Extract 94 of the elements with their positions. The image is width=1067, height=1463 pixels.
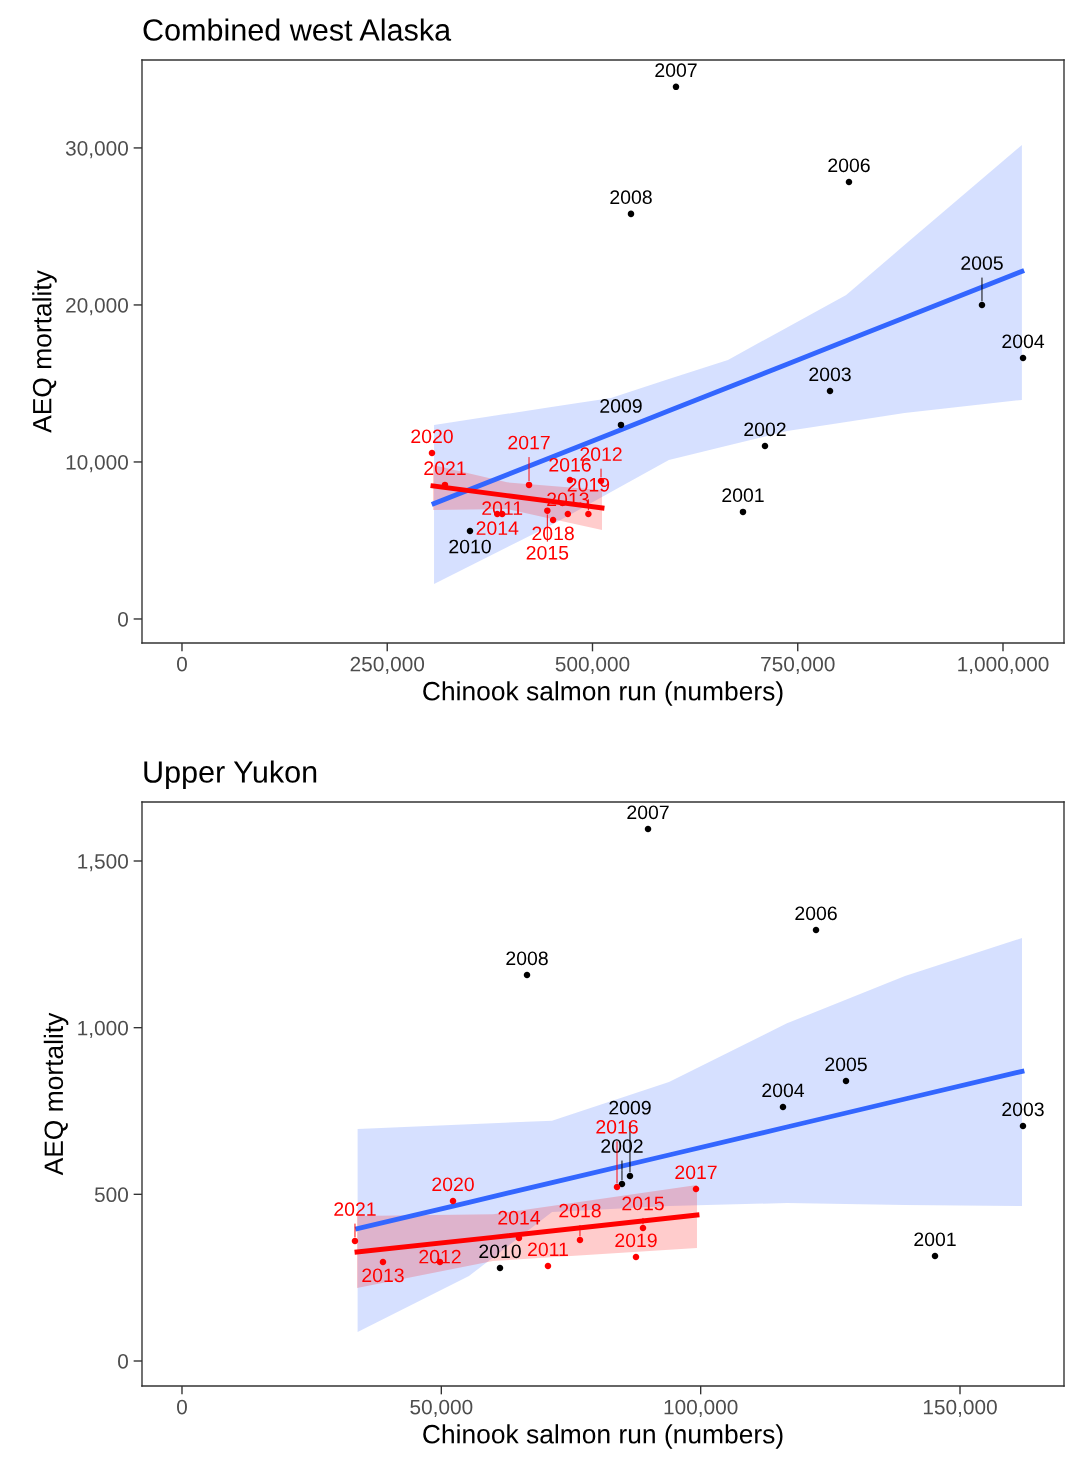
annotation: 2021 [424, 461, 466, 476]
point [525, 481, 533, 489]
point [585, 510, 592, 518]
annotation: 2001 [722, 488, 764, 503]
annotation: 2002 [601, 1139, 643, 1153]
annotation: 2012 [419, 1249, 461, 1264]
x-tick-label: 50,000 [410, 1399, 473, 1417]
annotation: 2007 [627, 805, 669, 820]
x-tick-label: 100,000 [664, 1399, 738, 1417]
annotation: 2008 [610, 190, 652, 205]
annotation: 2004 [1002, 334, 1045, 349]
y-axis-title: AEQ mortality [32, 270, 57, 433]
point [379, 1258, 387, 1266]
point [931, 1252, 939, 1260]
annotation: 2020 [432, 1177, 474, 1192]
chart-title: Upper Yukon [144, 760, 317, 789]
point [692, 1185, 700, 1193]
point [351, 1237, 359, 1245]
x-tick-label: 250,000 [350, 656, 425, 674]
annotation: 2004 [762, 1083, 805, 1098]
annotation: 2016 [596, 1119, 638, 1134]
annotation: 2006 [828, 158, 870, 173]
y-tick-label: 20,000 [66, 297, 128, 316]
annotation: 2020 [411, 429, 453, 444]
annotation: 2003 [809, 367, 851, 382]
y-tick-label: 0 [118, 611, 128, 627]
point [644, 825, 652, 833]
point [549, 516, 557, 524]
point [779, 1103, 787, 1111]
annotation: 2002 [744, 422, 786, 437]
y-tick-label: 30,000 [65, 140, 128, 159]
annotation: 2017 [675, 1165, 717, 1180]
point [842, 1077, 850, 1085]
point [564, 510, 572, 518]
point [639, 1224, 647, 1232]
point [449, 1197, 457, 1205]
point [739, 508, 747, 516]
x-axis-title: Chinook salmon run (numbers) [423, 1424, 783, 1449]
point [1019, 1122, 1027, 1130]
annotation: 2010 [449, 539, 491, 554]
point [632, 1253, 640, 1261]
annotation: 2009 [609, 1100, 651, 1115]
point [672, 83, 680, 91]
x-tick-label: 500,000 [555, 656, 630, 674]
point [617, 421, 625, 429]
point [627, 210, 635, 218]
y-tick-label: 500 [94, 1187, 128, 1203]
y-tick-label: 10,000 [66, 454, 128, 473]
point [618, 1180, 626, 1188]
point [576, 1236, 584, 1244]
annotation: 2015 [526, 545, 569, 560]
point [613, 1183, 621, 1191]
x-tick-label: 0 [177, 656, 187, 672]
point [826, 387, 834, 395]
x-tick-label: 0 [177, 1399, 187, 1415]
x-axis-title: Chinook salmon run (numbers) [423, 681, 783, 706]
x-tick-label: 150,000 [923, 1399, 997, 1417]
annotation: 2009 [600, 399, 642, 413]
point [544, 507, 551, 514]
point [626, 1172, 634, 1180]
annotation: 2001 [914, 1232, 956, 1247]
point [466, 527, 474, 535]
x-tick-label: 750,000 [761, 656, 835, 674]
point [496, 1264, 504, 1272]
point [761, 442, 769, 450]
annotation: 2008 [506, 951, 548, 966]
annotation: 2005 [825, 1057, 867, 1072]
annotation: 2011 [528, 1242, 568, 1257]
y-tick-label: 1,500 [78, 854, 128, 872]
annotation: 2021 [334, 1202, 376, 1217]
annotation: 2017 [508, 435, 550, 450]
annotation: 2005 [961, 256, 1003, 270]
x-tick-label: 1,000,000 [958, 656, 1049, 674]
point [845, 178, 853, 186]
annotation: 2019 [615, 1233, 657, 1248]
annotation: 2018 [559, 1203, 601, 1218]
point [428, 449, 436, 457]
annotation: 2014 [498, 1210, 541, 1225]
annotation: 2010 [479, 1244, 521, 1259]
y-axis-title: AEQ mortality [43, 1012, 69, 1176]
annotation: 2014 [476, 521, 519, 536]
annotation: 2013 [362, 1268, 404, 1283]
annotation: 2007 [655, 63, 697, 78]
y-tick-label: 1,000 [78, 1020, 128, 1038]
point [544, 1262, 552, 1270]
annotation: 2006 [795, 906, 837, 921]
point [812, 926, 820, 934]
annotation: 2015 [622, 1196, 664, 1211]
annotation: 2003 [1002, 1102, 1044, 1117]
point [523, 971, 531, 979]
y-tick-label: 0 [118, 1354, 128, 1369]
point [978, 301, 986, 309]
point [1019, 354, 1027, 362]
chart-title: Combined west Alaska [143, 18, 452, 41]
